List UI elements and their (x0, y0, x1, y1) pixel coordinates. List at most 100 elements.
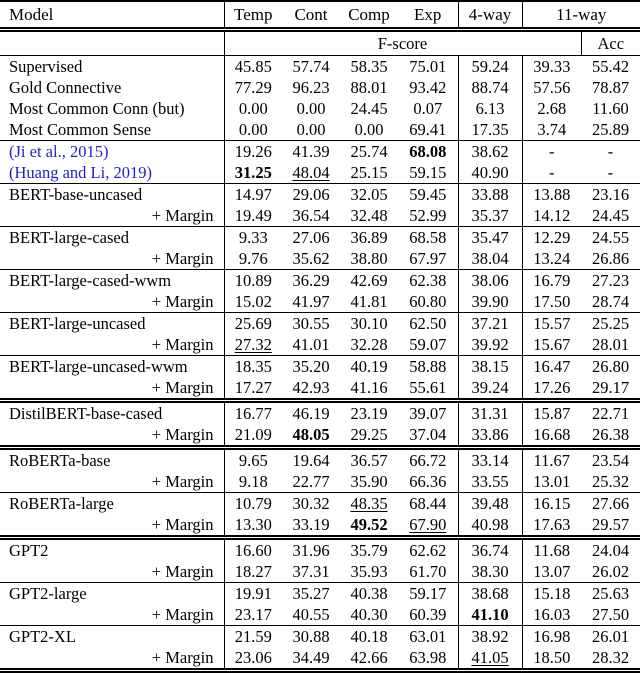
value-text: 35.20 (292, 357, 330, 376)
value-cell: 29.25 (340, 424, 398, 448)
value-cell: 3.74 (522, 119, 581, 141)
citation-link[interactable]: (Huang and Li, 2019) (0, 162, 225, 184)
value-cell: 57.56 (522, 77, 581, 98)
column-header-model: Model (0, 1, 225, 32)
value-text: 15.67 (533, 335, 571, 354)
value-text: 52.99 (409, 206, 447, 225)
value-text: 35.79 (350, 541, 388, 560)
value-text: 17.35 (471, 120, 509, 139)
value-text: 24.45 (350, 99, 388, 118)
value-cell: 6.13 (458, 98, 523, 119)
value-cell: 11.68 (522, 535, 581, 561)
value-text: 36.57 (350, 451, 388, 470)
column-header-4-way: 4-way (458, 1, 523, 32)
value-text: 33.55 (471, 472, 509, 491)
table-body: Supervised 45.85 57.74 58.35 75.01 59.24 39.33… (0, 55, 640, 671)
value-text: 23.17 (234, 605, 272, 624)
value-text: 2.68 (537, 99, 567, 118)
value-text: 9.33 (238, 228, 268, 247)
value-cell: 30.32 (282, 492, 340, 514)
value-cell: 38.80 (340, 248, 398, 270)
table-row: BERT-large-uncased 25.69 30.55 30.10 62.50 37… (0, 312, 640, 334)
value-cell: 40.18 (340, 625, 398, 647)
value-cell: 63.01 (398, 625, 459, 647)
acc-header: Acc (581, 29, 640, 56)
value-cell: 41.01 (282, 334, 340, 356)
value-cell: 38.68 (458, 582, 523, 604)
value-cell: 24.45 (340, 98, 398, 119)
value-text: 9.76 (238, 249, 268, 268)
value-cell: 16.47 (522, 355, 581, 377)
value-cell: 35.27 (282, 582, 340, 604)
value-text: 66.72 (409, 451, 447, 470)
model-name: BERT-large-uncased (0, 312, 225, 334)
value-text: 59.15 (409, 163, 447, 182)
value-cell: - (581, 162, 640, 184)
value-cell: 17.50 (522, 291, 581, 313)
value-cell: 9.65 (224, 445, 282, 471)
value-cell: 30.55 (282, 312, 340, 334)
table-row: + Margin 17.27 42.93 41.16 55.61 39.24 17.26 29… (0, 377, 640, 401)
value-text: 40.30 (350, 605, 388, 624)
value-text: 37.04 (409, 425, 447, 444)
value-text: 40.19 (350, 357, 388, 376)
value-cell: 58.35 (340, 56, 398, 78)
margin-variant-label: + Margin (0, 424, 225, 448)
value-cell: 28.01 (581, 334, 640, 356)
value-cell: 24.55 (581, 226, 640, 248)
value-text: 27.23 (591, 271, 630, 290)
value-cell: 0.00 (224, 98, 282, 119)
value-text: 35.37 (471, 206, 509, 225)
table-row: BERT-large-cased 9.33 27.06 36.89 68.58 35.47… (0, 226, 640, 248)
value-text: 62.50 (409, 314, 447, 333)
value-cell: 40.30 (340, 604, 398, 626)
table-row: RoBERTa-large 10.79 30.32 48.35 68.44 39.48 16… (0, 492, 640, 514)
value-cell: 41.81 (340, 291, 398, 313)
value-text: 22.71 (591, 404, 630, 423)
value-cell: 30.88 (282, 625, 340, 647)
value-text: 16.47 (533, 357, 571, 376)
table-row: BERT-base-uncased 14.97 29.06 32.05 59.45 33.… (0, 183, 640, 205)
value-text: 33.14 (471, 451, 509, 470)
value-text: 26.01 (591, 627, 630, 646)
table-row: Most Common Sense 0.00 0.00 0.00 69.41 17.35 3… (0, 119, 640, 141)
value-text: 41.81 (350, 292, 388, 311)
value-text: 39.92 (471, 335, 509, 354)
value-cell: 40.90 (458, 162, 523, 184)
value-text: 19.91 (234, 584, 272, 603)
value-text: 29.17 (591, 378, 630, 397)
value-text: 15.87 (533, 404, 571, 423)
value-cell: 13.24 (522, 248, 581, 270)
table-row: + Margin 19.49 36.54 32.48 52.99 35.37 14.12 24… (0, 205, 640, 227)
margin-variant-label: + Margin (0, 205, 225, 227)
value-cell: 25.74 (340, 140, 398, 162)
table-row: Most Common Conn (but) 0.00 0.00 24.45 0.07 6… (0, 98, 640, 119)
value-text: 45.85 (234, 57, 272, 76)
value-text: 30.32 (292, 494, 330, 513)
value-text: - (607, 142, 614, 161)
value-cell: 59.15 (398, 162, 459, 184)
value-cell: 39.48 (458, 492, 523, 514)
value-cell: 33.19 (282, 514, 340, 538)
value-text: 23.06 (234, 648, 272, 667)
value-cell: 13.01 (522, 471, 581, 493)
value-text: 19.26 (234, 142, 272, 161)
value-text: 33.19 (292, 515, 330, 534)
value-text: 37.21 (471, 314, 509, 333)
value-cell: 23.19 (340, 398, 398, 424)
table-row: Supervised 45.85 57.74 58.35 75.01 59.24 39.33… (0, 55, 640, 78)
value-cell: 32.05 (340, 183, 398, 205)
table-row: (Huang and Li, 2019) 31.25 48.04 25.15 59.15… (0, 162, 640, 184)
value-text: 48.05 (292, 425, 330, 444)
value-cell: 55.61 (398, 377, 459, 401)
value-cell: 23.16 (581, 183, 640, 205)
citation-link[interactable]: (Ji et al., 2015) (0, 140, 225, 162)
value-cell: 32.48 (340, 205, 398, 227)
model-name: GPT2 (0, 535, 225, 561)
value-cell: 38.30 (458, 561, 523, 583)
table-header: Model Temp Cont Comp Exp 4-way 11-way F-… (0, 1, 640, 56)
value-cell: 34.49 (282, 647, 340, 671)
value-text: 16.77 (234, 404, 272, 423)
value-text: 57.56 (533, 78, 571, 97)
value-text: 11.67 (533, 451, 570, 470)
